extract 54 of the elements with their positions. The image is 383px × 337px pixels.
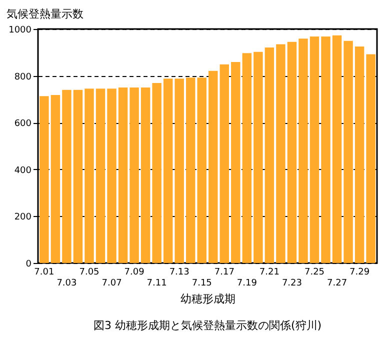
x-tick-label: 7.07 bbox=[102, 278, 122, 288]
x-tick-label: 7.25 bbox=[304, 268, 325, 278]
bar bbox=[254, 52, 263, 263]
bar bbox=[231, 62, 240, 263]
bar bbox=[298, 38, 308, 263]
x-tick-label: 7.27 bbox=[326, 278, 348, 288]
x-tick-label: 7.19 bbox=[236, 278, 258, 288]
bar bbox=[62, 90, 72, 263]
bar bbox=[107, 88, 116, 263]
bar bbox=[73, 90, 83, 263]
bar bbox=[332, 35, 342, 263]
bar bbox=[276, 44, 286, 263]
bar bbox=[310, 36, 320, 263]
y-tick-label: 1000 bbox=[8, 26, 32, 36]
bar bbox=[186, 78, 196, 263]
x-tick-label: 7.21 bbox=[259, 268, 280, 278]
y-tick-label: 0 bbox=[26, 260, 32, 270]
y-tick-label: 800 bbox=[14, 72, 32, 82]
x-tick-label: 7.11 bbox=[146, 278, 167, 288]
bar bbox=[140, 88, 150, 263]
bar bbox=[220, 64, 230, 263]
x-tick-label: 7.29 bbox=[350, 268, 370, 278]
x-axis-title: 幼穂形成期 bbox=[180, 292, 236, 306]
y-axis-title: 気候登熱量示数 bbox=[6, 8, 84, 20]
bar bbox=[344, 40, 353, 263]
x-tick-label: 7.23 bbox=[282, 278, 302, 288]
x-tick-label: 7.13 bbox=[169, 268, 190, 278]
y-tick-label: 200 bbox=[14, 212, 32, 223]
x-tick-label: 7.05 bbox=[79, 268, 100, 278]
y-tick-label: 400 bbox=[14, 166, 32, 176]
bar bbox=[96, 88, 106, 263]
bar bbox=[354, 46, 364, 263]
bar bbox=[174, 78, 184, 263]
bar bbox=[50, 94, 60, 263]
x-tick-label: 7.15 bbox=[192, 278, 212, 288]
bar bbox=[130, 88, 139, 263]
x-tick-label: 7.09 bbox=[124, 268, 145, 278]
bar bbox=[163, 78, 173, 263]
bar bbox=[197, 78, 206, 263]
bar bbox=[84, 88, 94, 263]
x-tick-label: 7.17 bbox=[214, 268, 234, 278]
bar bbox=[118, 88, 128, 263]
bar bbox=[242, 53, 252, 263]
x-tick-label: 7.01 bbox=[34, 268, 54, 278]
bar bbox=[366, 54, 376, 263]
bar bbox=[287, 42, 297, 263]
bar bbox=[208, 70, 218, 263]
text: 図3 幼穂形成期と気候登熱量示数の関係(狩川) bbox=[93, 319, 322, 332]
bar bbox=[264, 47, 274, 263]
bar bbox=[152, 83, 162, 263]
y-tick-label: 600 bbox=[14, 119, 32, 130]
x-tick-label: 7.03 bbox=[56, 278, 77, 288]
bar bbox=[321, 36, 330, 263]
bar bbox=[40, 96, 49, 263]
